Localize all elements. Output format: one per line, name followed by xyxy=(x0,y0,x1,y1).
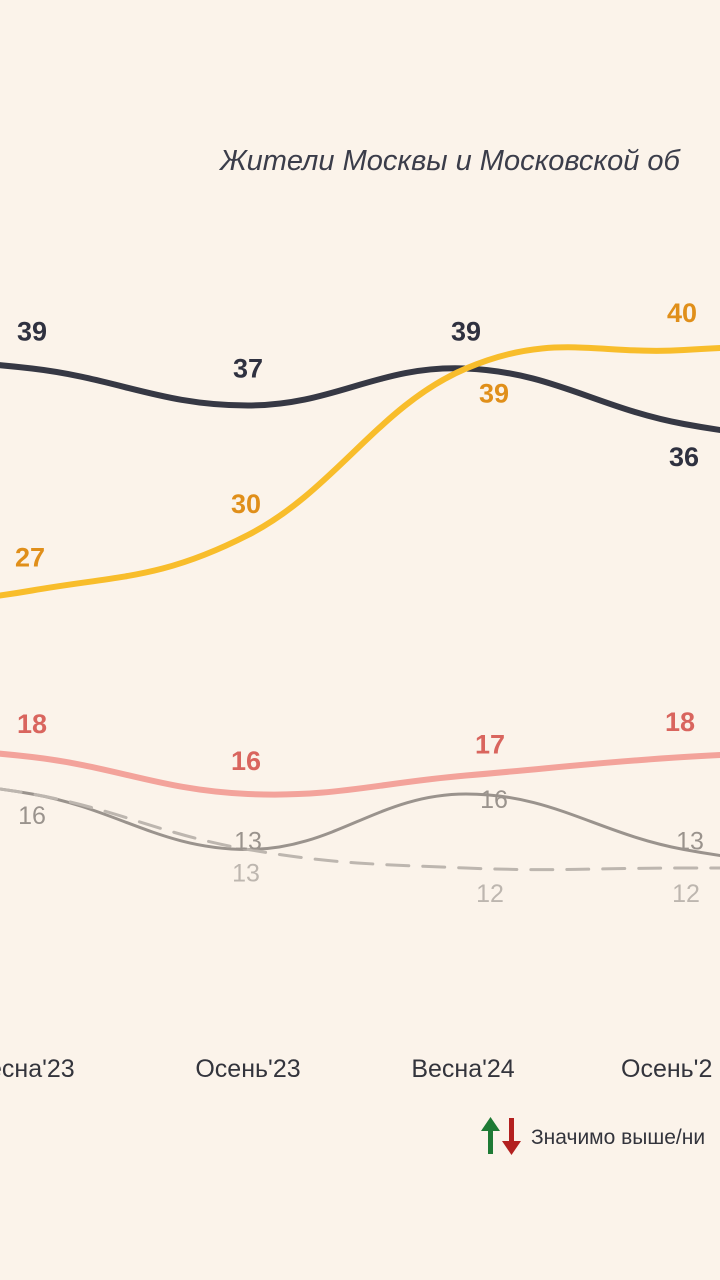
series-3-label-4: 18 xyxy=(665,707,695,737)
legend-label: Значимо выше/ни xyxy=(531,1126,705,1149)
series-5-line xyxy=(0,787,720,872)
data-labels: 39 37 39 36 27 30 39 40 18 16 17 18 16 13 16 13 13 12 12 xyxy=(15,298,704,908)
series-2-label-1: 27 xyxy=(15,543,45,573)
series-1-label-2: 37 xyxy=(233,354,263,384)
series-3-label-3: 17 xyxy=(475,730,505,760)
series-4-label-4: 13 xyxy=(676,828,704,856)
arrow-up-icon xyxy=(481,1117,500,1154)
series-4-label-3: 16 xyxy=(480,786,508,814)
series-5-label-3: 12 xyxy=(476,880,504,908)
series-layer xyxy=(0,344,720,872)
series-3-line xyxy=(0,750,720,798)
x-tick-2: Осень'23 xyxy=(195,1055,300,1083)
significance-legend: Значимо выше/ни xyxy=(481,1117,705,1155)
arrow-down-icon xyxy=(502,1118,521,1155)
x-tick-1: есна'23 xyxy=(0,1055,75,1083)
series-2-label-3: 39 xyxy=(479,379,509,409)
series-1-label-4: 36 xyxy=(669,442,699,472)
series-2-line xyxy=(0,344,720,599)
series-5-label-4: 12 xyxy=(672,880,700,908)
series-1-label-1: 39 xyxy=(17,317,47,347)
series-5-label-2: 13 xyxy=(232,860,260,888)
series-1-line xyxy=(0,362,720,434)
chart-subtitle: Жители Москвы и Московской об xyxy=(218,145,682,177)
series-4-label-2: 13 xyxy=(234,828,262,856)
x-tick-4: Осень'2 xyxy=(621,1055,712,1083)
series-3-label-2: 16 xyxy=(231,746,261,776)
series-3-label-1: 18 xyxy=(17,709,47,739)
x-axis-ticks: есна'23 Осень'23 Весна'24 Осень'2 xyxy=(0,1055,712,1083)
series-4-label-1: 16 xyxy=(18,802,46,830)
series-2-label-2: 30 xyxy=(231,489,261,519)
x-tick-3: Весна'24 xyxy=(411,1055,514,1083)
series-1-label-3: 39 xyxy=(451,317,481,347)
series-2-label-4: 40 xyxy=(667,298,697,328)
